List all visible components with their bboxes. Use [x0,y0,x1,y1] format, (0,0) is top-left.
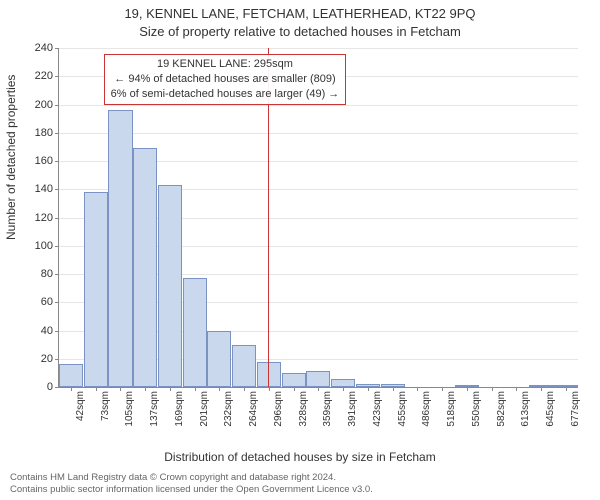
xtick-label: 328sqm [298,391,309,427]
ytick-mark [55,218,59,219]
xtick-label: 359sqm [322,391,333,427]
histogram-bar [59,364,83,387]
title-line-1: 19, KENNEL LANE, FETCHAM, LEATHERHEAD, K… [0,6,600,21]
xtick-label: 296sqm [273,391,284,427]
xtick-label: 137sqm [149,391,160,427]
xtick-label: 42sqm [75,391,86,421]
ytick-mark [55,331,59,332]
xtick-label: 105sqm [124,391,135,427]
plot-area: 02040608010012014016018020022024042sqm73… [58,48,578,388]
x-axis-label: Distribution of detached houses by size … [0,450,600,464]
xtick-mark [393,387,394,391]
xtick-label: 169sqm [174,391,185,427]
xtick-mark [368,387,369,391]
annotation-line-2: ← 94% of detached houses are smaller (80… [111,72,340,87]
xtick-label: 391sqm [347,391,358,427]
xtick-label: 550sqm [471,391,482,427]
xtick-label: 582sqm [496,391,507,427]
histogram-bar [84,192,108,387]
ytick-mark [55,302,59,303]
histogram-bar [306,371,330,387]
xtick-mark [417,387,418,391]
ytick-mark [55,76,59,77]
ytick-label: 180 [35,127,53,139]
footer-line-2: Contains public sector information licen… [10,484,590,496]
ytick-label: 140 [35,183,53,195]
xtick-mark [442,387,443,391]
footer-line-1: Contains HM Land Registry data © Crown c… [10,472,590,484]
ytick-mark [55,359,59,360]
ytick-label: 60 [41,296,53,308]
xtick-label: 455sqm [397,391,408,427]
ytick-label: 160 [35,155,53,167]
xtick-mark [566,387,567,391]
xtick-mark [71,387,72,391]
xtick-mark [343,387,344,391]
xtick-mark [120,387,121,391]
xtick-mark [492,387,493,391]
xtick-mark [467,387,468,391]
histogram-bar [108,110,132,387]
ytick-mark [55,274,59,275]
xtick-mark [96,387,97,391]
xtick-mark [318,387,319,391]
xtick-mark [145,387,146,391]
xtick-label: 486sqm [421,391,432,427]
xtick-label: 518sqm [446,391,457,427]
ytick-label: 0 [47,381,53,393]
ytick-label: 120 [35,212,53,224]
ytick-mark [55,105,59,106]
ytick-mark [55,189,59,190]
ytick-label: 240 [35,42,53,54]
histogram-bar [133,148,157,387]
xtick-mark [269,387,270,391]
footer-attribution: Contains HM Land Registry data © Crown c… [10,472,590,496]
ytick-mark [55,133,59,134]
xtick-mark [219,387,220,391]
y-axis-label: Number of detached properties [4,75,18,240]
gridline-h [59,105,578,106]
histogram-bar [183,278,207,387]
ytick-mark [55,246,59,247]
xtick-label: 613sqm [520,391,531,427]
xtick-label: 423sqm [372,391,383,427]
histogram-bar [158,185,182,387]
histogram-bar [232,345,256,387]
ytick-mark [55,387,59,388]
xtick-mark [170,387,171,391]
ytick-label: 100 [35,240,53,252]
ytick-mark [55,161,59,162]
gridline-h [59,48,578,49]
xtick-label: 645sqm [545,391,556,427]
xtick-label: 264sqm [248,391,259,427]
xtick-label: 73sqm [100,391,111,421]
xtick-mark [516,387,517,391]
annotation-line-3: 6% of semi-detached houses are larger (4… [111,87,340,102]
histogram-bar [207,331,231,388]
annotation-line-1: 19 KENNEL LANE: 295sqm [111,57,340,72]
annotation-box: 19 KENNEL LANE: 295sqm ← 94% of detached… [104,54,347,105]
ytick-label: 20 [41,353,53,365]
ytick-label: 40 [41,325,53,337]
xtick-mark [244,387,245,391]
xtick-label: 232sqm [223,391,234,427]
ytick-mark [55,48,59,49]
histogram-bar [282,373,306,387]
xtick-mark [195,387,196,391]
chart-container: 19, KENNEL LANE, FETCHAM, LEATHERHEAD, K… [0,0,600,500]
gridline-h [59,133,578,134]
xtick-label: 677sqm [570,391,581,427]
ytick-label: 80 [41,268,53,280]
xtick-mark [294,387,295,391]
ytick-label: 220 [35,70,53,82]
xtick-mark [541,387,542,391]
xtick-label: 201sqm [199,391,210,427]
ytick-label: 200 [35,99,53,111]
title-line-2: Size of property relative to detached ho… [0,24,600,39]
histogram-bar [331,379,355,387]
